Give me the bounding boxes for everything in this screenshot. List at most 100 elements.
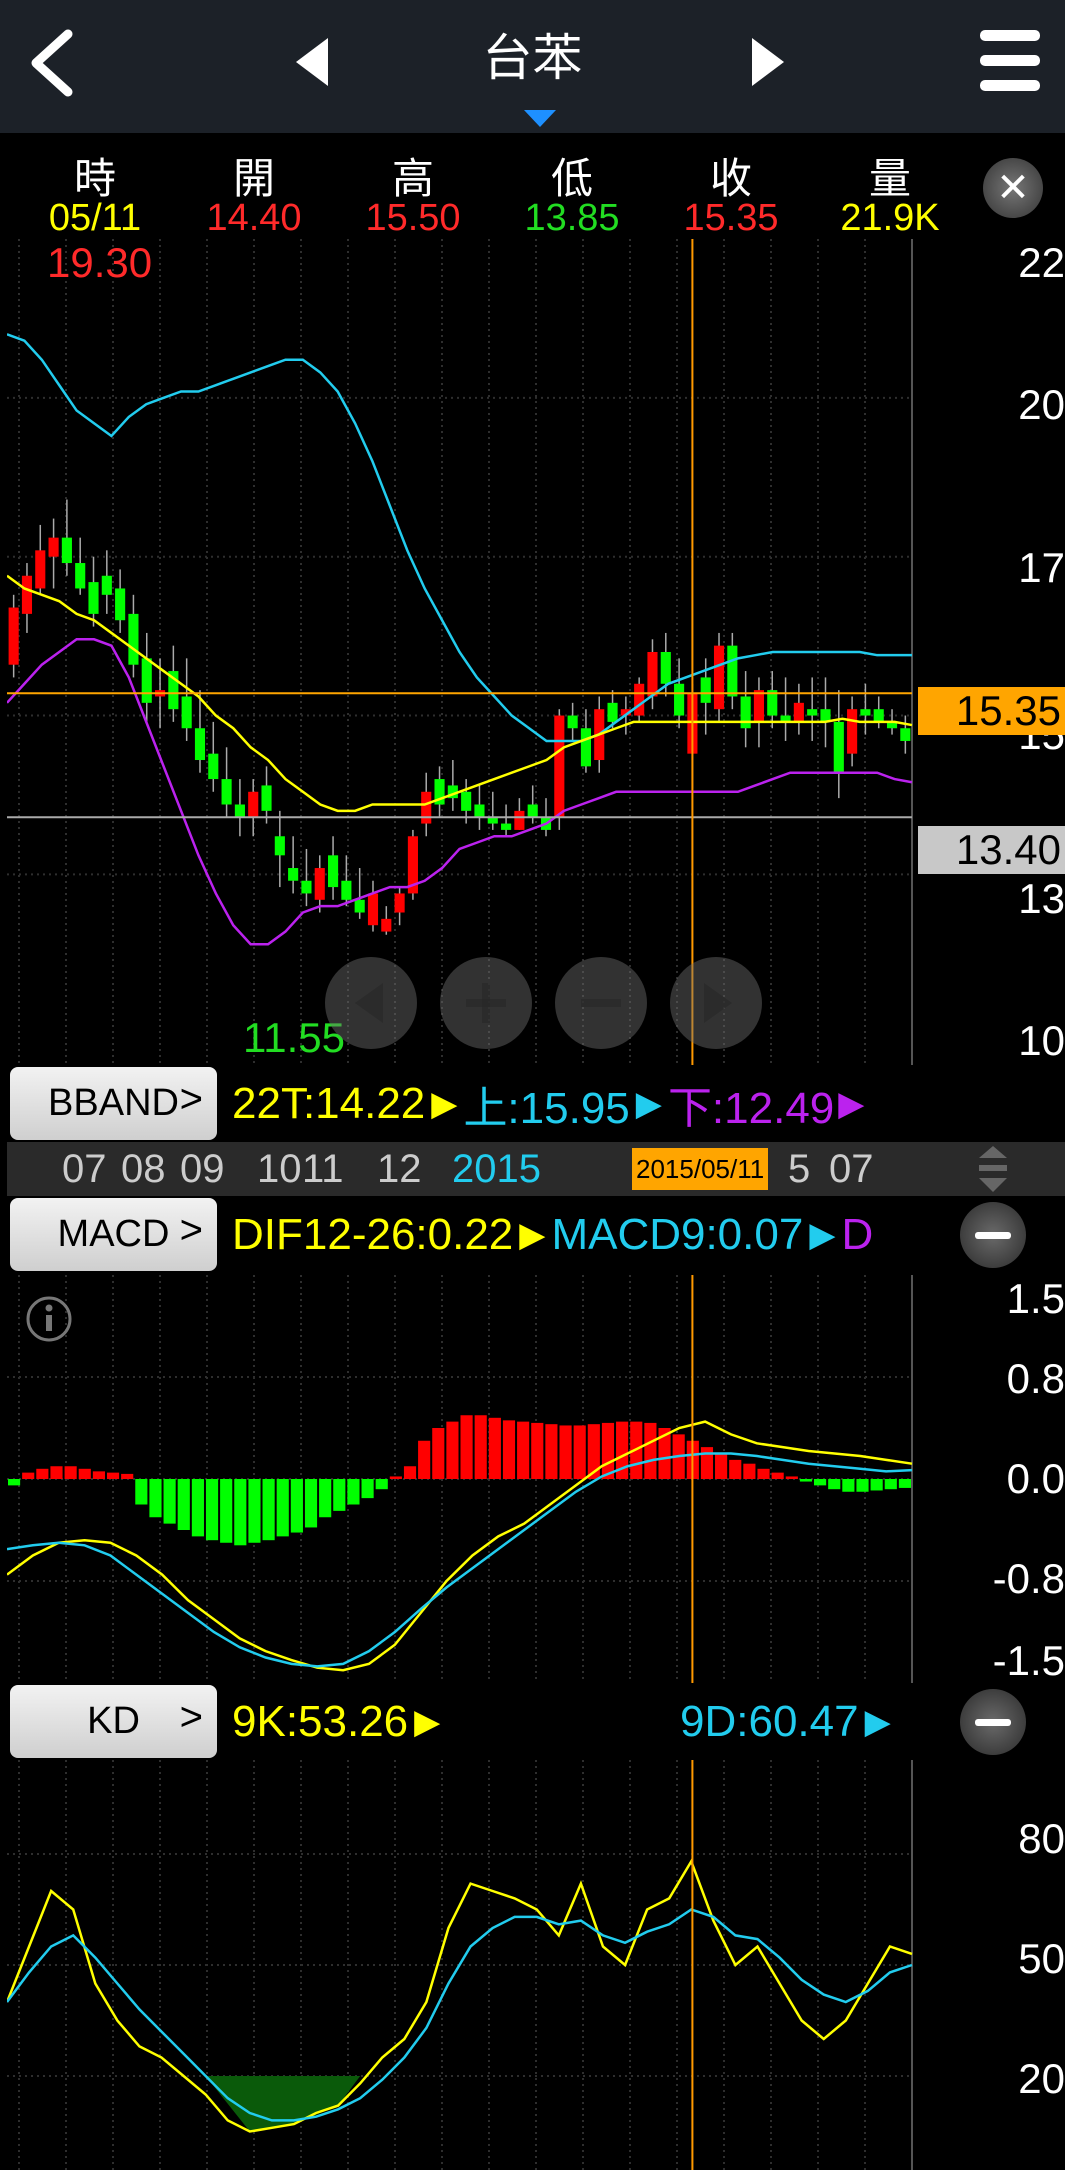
kd-k-line [7,1858,913,2133]
macd-chart[interactable] [7,1275,1065,1683]
kd-chart-panel[interactable]: 80 50 20 [7,1760,1065,2170]
macd-histogram-bar [884,1479,897,1490]
bband-mid-value: 22T:14.22 [232,1078,426,1128]
candle-body [793,702,804,722]
dropdown-indicator-icon[interactable] [524,110,556,128]
timeline-label-11: 11 [302,1147,344,1191]
candle-body [567,715,578,729]
candle-body [301,880,312,894]
timeline-year-label: 2015 [452,1147,541,1191]
scroll-left-button[interactable] [325,957,417,1049]
zoom-in-button[interactable] [440,957,532,1049]
remove-macd-button[interactable] [960,1202,1026,1268]
high-header: 高 [391,154,434,203]
macd-button[interactable]: MACD > [10,1198,217,1271]
candle-body [514,810,525,830]
back-icon[interactable] [22,28,82,98]
kd-button[interactable]: KD > [10,1685,217,1758]
candle-body [328,855,339,888]
timeline-label-5: 5 [788,1147,811,1191]
macd-histogram-bar [502,1420,516,1479]
macd-histogram-bar [898,1479,911,1488]
timeline-label-08: 08 [121,1147,166,1191]
price-axis-label-22: 22 [1018,239,1065,286]
time-value: 05/11 [48,197,142,239]
chevron-right-icon: > [179,1695,203,1739]
macd-histogram-bar [828,1479,841,1490]
candle-body [61,537,72,564]
bband-button[interactable]: BBAND > [10,1067,217,1140]
candle-body [527,804,538,818]
candle-body [101,575,112,595]
low-value: 13.85 [524,197,620,239]
close-icon: ✕ [996,166,1030,210]
stock-title[interactable]: 台苯 [482,29,583,87]
candle-body [780,715,791,722]
price-chart-panel[interactable]: 19.30 11.55 22 20 17 15 13 10 15.35 13.4… [7,239,1065,1065]
flag-icon: ▶ [838,1084,865,1123]
macd-histogram-bar [149,1479,162,1518]
candle-body [700,677,711,703]
macd-axis-label-1.5: 1.5 [1006,1275,1065,1322]
kd-d-values: 9D:60.47 ▶ [680,1685,920,1758]
macd-values: DIF12-26:0.22 ▶ MACD9:0.07 ▶ D [232,1198,912,1271]
candle-body [341,880,352,900]
macd-histogram-bar [545,1424,558,1479]
candle-body [767,690,778,716]
timeline-label-09: 09 [180,1147,225,1191]
macd-histogram-bar [587,1424,600,1479]
resize-handle-icon[interactable] [975,1144,1011,1194]
macd-histogram-bar [856,1479,869,1492]
macd-chart-panel[interactable]: 1.5 0.8 0.0 -0.8 -1.5 [7,1275,1065,1684]
flag-icon: ▶ [431,1084,458,1123]
kd-k-value: 9K:53.26 [232,1696,409,1746]
candle-body [234,804,245,818]
close-value: 15.35 [683,197,779,239]
price-axis-label-10: 10 [1018,1017,1065,1064]
prev-stock-icon[interactable] [292,36,332,88]
candle-body [381,918,392,932]
candle-body [847,709,858,754]
zoom-out-button[interactable] [555,957,647,1049]
price-chart[interactable] [7,239,1065,1065]
candle-body [886,721,898,729]
macd-histogram-bar [92,1471,105,1479]
macd-histogram-bar [290,1479,303,1533]
macd-histogram-bar [771,1472,784,1479]
macd-histogram-bar [36,1468,49,1479]
macd-histogram-bar [531,1422,544,1479]
macd-histogram-bar [106,1472,120,1479]
info-icon[interactable] [25,1295,73,1343]
candle-body [860,709,871,716]
bband-button-label: BBAND [48,1082,179,1124]
macd-histogram-bar [446,1421,459,1479]
macd-histogram-bar [8,1479,21,1486]
close-header: 收 [709,154,752,203]
flag-icon: ▶ [809,1215,836,1254]
kd-chart[interactable] [7,1760,1065,2170]
chevron-right-icon: > [179,1208,203,1252]
kd-k-values: 9K:53.26 ▶ [232,1685,492,1758]
candle-body [820,709,831,722]
price-axis-label-17: 17 [1018,544,1065,591]
low-price-label: 11.55 [243,1014,345,1061]
candle-body [21,575,33,614]
timeline-bar[interactable]: 07 08 09 10 11 12 2015 2015/05/11 5 07 [7,1142,1065,1196]
close-info-button[interactable]: ✕ [983,158,1043,218]
remove-kd-button[interactable] [960,1689,1026,1755]
macd-histogram-bar [262,1479,275,1541]
candle-body [354,899,365,913]
next-stock-icon[interactable] [748,36,788,88]
chevron-right-icon: > [179,1077,203,1121]
scroll-right-button[interactable] [670,957,762,1049]
arrow-right-icon [704,983,732,1023]
menu-icon[interactable] [978,28,1042,94]
candle-body [607,702,618,722]
macd-histogram-bar [785,1476,798,1479]
kd-axis-label-50: 50 [1018,1935,1065,1982]
candle-body [141,658,152,703]
candle-body [660,652,671,684]
minus-icon [581,999,621,1007]
macd-histogram-bar [205,1479,219,1541]
kd-d-line [7,1908,913,2122]
